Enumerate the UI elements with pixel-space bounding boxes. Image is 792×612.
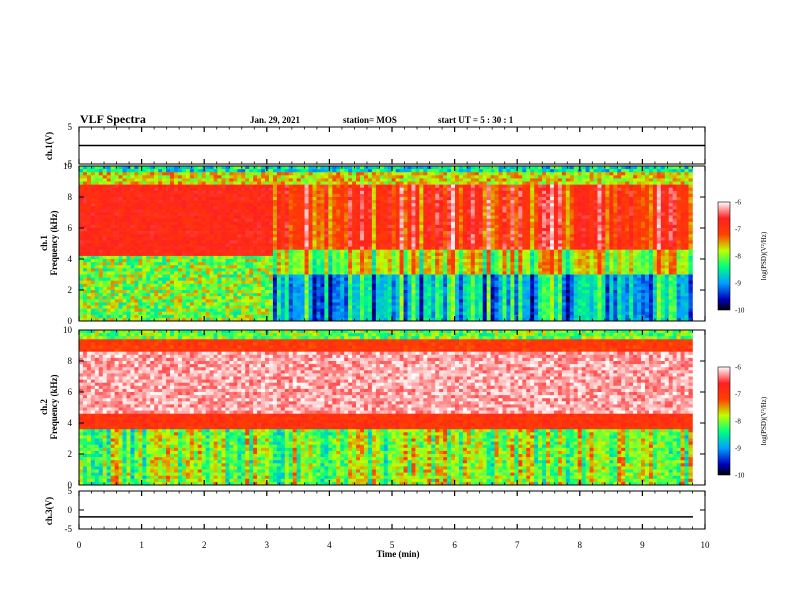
ch3-voltage-ylabel: ch.3(V) [44,497,54,525]
header-station: station= MOS [343,115,397,125]
y-tick-label: 0 [68,505,73,515]
colorbar-tick-label: -8 [735,253,741,261]
y-tick-label: 10 [63,325,73,335]
colorbar-tick-label: -10 [735,472,745,480]
y-tick-label: 8 [68,356,73,366]
ch2-spectrogram-ylabel-freq: Frequency (kHz) [49,374,59,439]
header-start-time: start UT = 5 : 30 : 1 [438,115,514,125]
y-tick-label: 5 [68,122,73,132]
y-tick-label: 4 [68,418,73,428]
ch1-voltage-ylabel: ch.1(V) [44,132,54,160]
y-tick-label: 2 [68,449,73,459]
colorbar-tick-label: -6 [735,199,741,207]
colorbar-tick-label: -10 [735,307,745,315]
ch3-voltage-panel [78,490,706,530]
x-axis-label: Time (min) [376,549,419,559]
x-tick-label: 3 [265,540,270,550]
ch2-colorbar: log(PSD)(V²/Hz) [717,366,768,476]
ch1-spectrogram-panel [79,166,693,322]
y-tick-label: 8 [68,192,73,202]
y-tick-label: 6 [68,223,73,233]
x-tick-label: 8 [578,540,583,550]
y-tick-label: 5 [68,486,73,496]
ch1-spectrogram-ylabel-channel: ch.1 [39,235,49,251]
ch2-spectrogram-panel [79,330,693,486]
ch1-colorbar-label: log(PSD)(V²/Hz) [760,231,768,280]
figure-title: VLF Spectra [80,112,146,126]
x-tick-label: 4 [327,540,332,550]
y-tick-label: 0 [68,316,73,326]
y-tick-label: 6 [68,387,73,397]
y-tick-label: 2 [68,285,73,295]
y-tick-label: 0 [68,480,73,490]
ch2-spectrogram-ylabel-channel: ch.2 [39,399,49,415]
colorbar-tick-label: -7 [735,226,741,234]
x-tick-label: 10 [701,540,711,550]
x-tick-label: 9 [640,540,645,550]
ch2-colorbar-label: log(PSD)(V²/Hz) [760,396,768,445]
x-tick-label: 2 [202,540,207,550]
ch1-colorbar: log(PSD)(V²/Hz) [717,201,768,311]
y-tick-label: -5 [65,524,73,534]
ch1-spectrogram-ylabel-freq: Frequency (kHz) [49,210,59,275]
x-tick-label: 5 [390,540,395,550]
x-tick-label: 6 [452,540,457,550]
y-tick-label: 4 [68,254,73,264]
x-tick-label: 0 [77,540,82,550]
colorbar-tick-label: -9 [735,445,741,453]
y-tick-label: 10 [63,161,73,171]
colorbar-tick-label: -8 [735,418,741,426]
y-tick-label: -5 [65,159,73,169]
colorbar-tick-label: -9 [735,280,741,288]
x-tick-label: 7 [515,540,520,550]
colorbar-tick-label: -7 [735,391,741,399]
colorbar-tick-label: -6 [735,364,741,372]
x-tick-label: 1 [139,540,144,550]
header-date: Jan. 29, 2021 [250,115,301,125]
